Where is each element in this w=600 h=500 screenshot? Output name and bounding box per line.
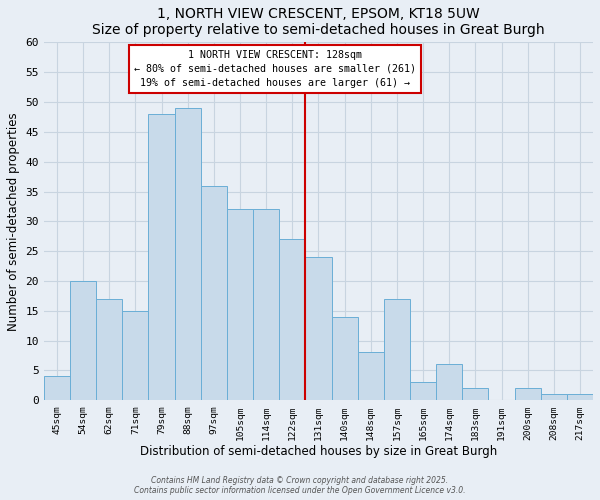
Bar xyxy=(279,239,305,400)
Bar xyxy=(148,114,175,400)
Bar xyxy=(332,316,358,400)
Bar xyxy=(96,299,122,400)
Bar xyxy=(175,108,201,400)
Y-axis label: Number of semi-detached properties: Number of semi-detached properties xyxy=(7,112,20,330)
Bar xyxy=(253,210,279,400)
Bar xyxy=(358,352,384,400)
Bar xyxy=(515,388,541,400)
X-axis label: Distribution of semi-detached houses by size in Great Burgh: Distribution of semi-detached houses by … xyxy=(140,445,497,458)
Bar xyxy=(541,394,567,400)
Bar xyxy=(70,281,96,400)
Bar xyxy=(436,364,462,400)
Bar xyxy=(410,382,436,400)
Title: 1, NORTH VIEW CRESCENT, EPSOM, KT18 5UW
Size of property relative to semi-detach: 1, NORTH VIEW CRESCENT, EPSOM, KT18 5UW … xyxy=(92,7,545,37)
Bar xyxy=(201,186,227,400)
Bar xyxy=(305,257,332,400)
Bar xyxy=(384,299,410,400)
Bar xyxy=(462,388,488,400)
Bar xyxy=(122,310,148,400)
Text: Contains HM Land Registry data © Crown copyright and database right 2025.
Contai: Contains HM Land Registry data © Crown c… xyxy=(134,476,466,495)
Text: 1 NORTH VIEW CRESCENT: 128sqm
← 80% of semi-detached houses are smaller (261)
19: 1 NORTH VIEW CRESCENT: 128sqm ← 80% of s… xyxy=(134,50,416,88)
Bar xyxy=(567,394,593,400)
Bar xyxy=(44,376,70,400)
Bar xyxy=(227,210,253,400)
